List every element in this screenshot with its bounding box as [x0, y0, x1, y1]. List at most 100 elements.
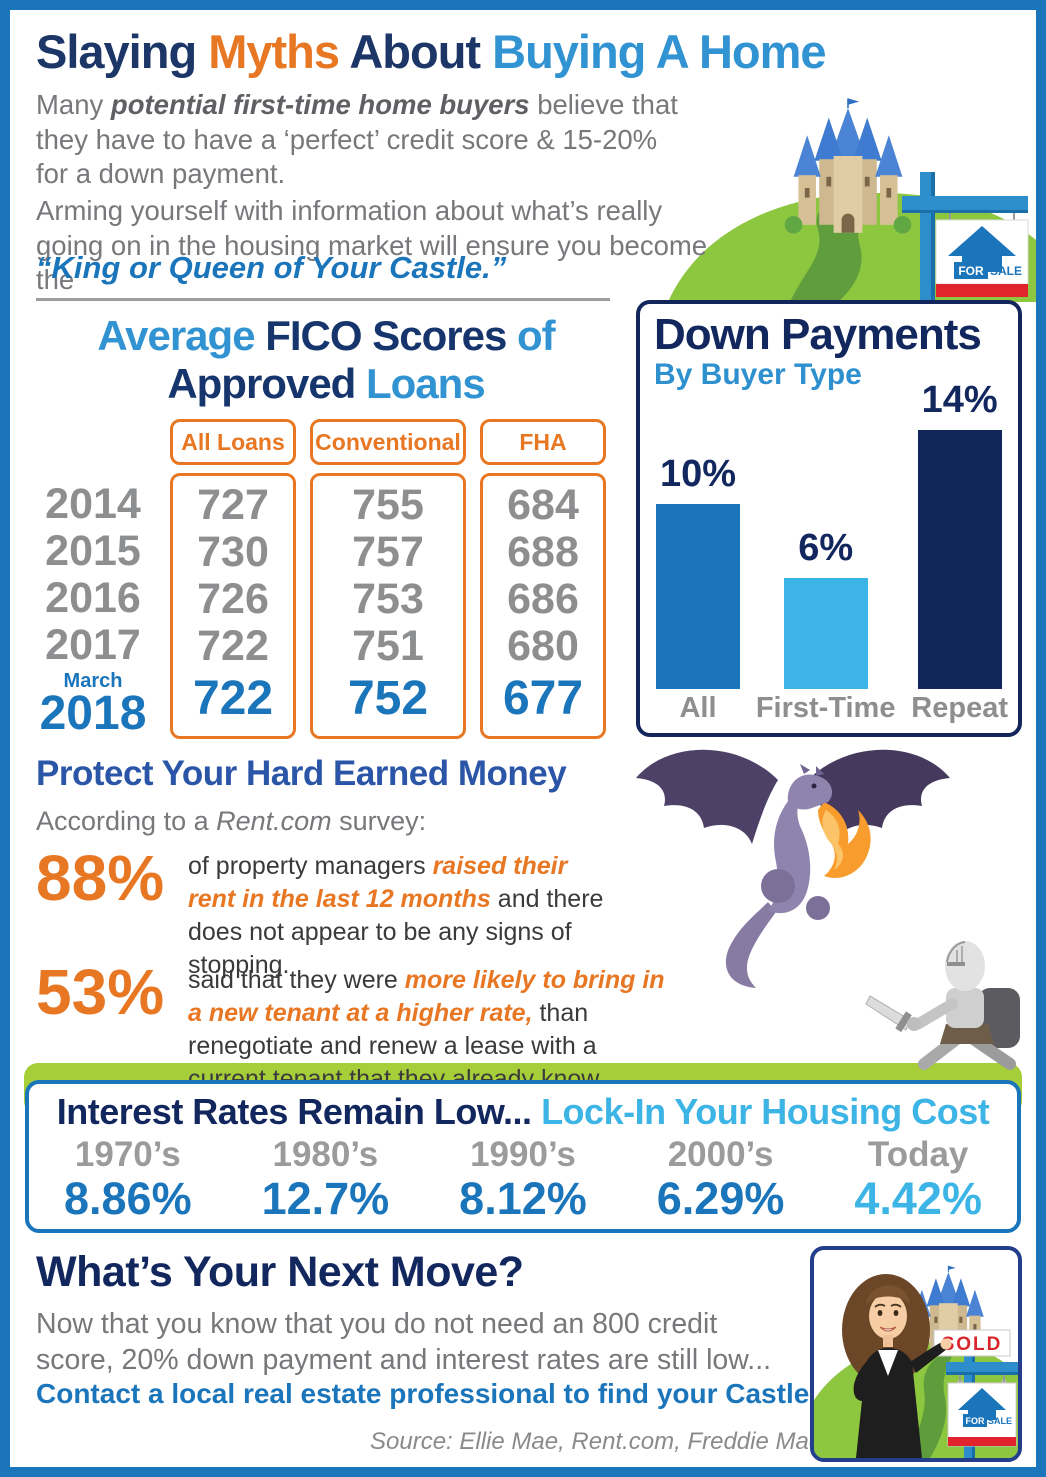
- rate-1970s: 1970’s 8.86%: [64, 1135, 192, 1222]
- castle-hill-illustration: FOR SALE: [668, 97, 1036, 302]
- for-sale-for-text: FOR: [958, 264, 984, 278]
- rate-value: 12.7%: [261, 1173, 390, 1224]
- interest-rates-row: 1970’s 8.86% 1980’s 12.7% 1990’s 8.12% 2…: [29, 1135, 1017, 1222]
- fico-value-2018: 677: [502, 671, 584, 725]
- title-part-myths: Myths: [208, 25, 350, 78]
- stat-53-text: said that they were more likely to bring…: [188, 960, 676, 1096]
- rate-2000s: 2000’s 6.29%: [657, 1135, 785, 1222]
- fico-title-scores: FICO Scores: [265, 312, 517, 359]
- rate-label: Today: [867, 1135, 969, 1174]
- bar-all-value: 10%: [659, 453, 737, 495]
- next-move-body: Now that you know that you do not need a…: [36, 1308, 772, 1377]
- down-payments-subtitle: By Buyer Type: [654, 358, 862, 392]
- bar-all: 10% All: [656, 453, 740, 727]
- fico-value: 726: [197, 574, 269, 623]
- survey-suffix: survey:: [331, 806, 427, 836]
- fico-values-conventional: 755 757 753 751 752: [310, 472, 466, 739]
- fico-title: Average FICO Scores of Approved Loans: [30, 312, 622, 409]
- fico-value: 680: [507, 621, 579, 670]
- bar-first-time: 6% First-Time: [756, 527, 896, 727]
- fico-header-conventional: Conventional: [310, 418, 466, 465]
- realtor-agent-icon: [842, 1274, 952, 1458]
- knight-icon: [865, 941, 1020, 1070]
- stat-88-percent: 88% of property managers raised their re…: [36, 846, 656, 982]
- survey-attribution: According to a Rent.com survey:: [36, 806, 426, 837]
- next-move-heading: What’s Your Next Move?: [36, 1248, 524, 1296]
- interest-rates-title: Interest Rates Remain Low... Lock-In You…: [29, 1091, 1017, 1133]
- down-payments-chart: Down Payments By Buyer Type 10% All 6% F…: [636, 300, 1022, 737]
- stat-53-value: 53%: [36, 956, 165, 1028]
- bar-repeat-label: Repeat: [911, 692, 1008, 724]
- rate-today: Today 4.42%: [854, 1135, 982, 1222]
- fico-column-conventional: Conventional 755 757 753 751 752: [310, 418, 466, 739]
- fico-value-2018: 722: [192, 671, 274, 725]
- rates-title-light: Lock-In Your Housing Cost: [541, 1091, 990, 1132]
- stat-53-prefix: said that they were: [188, 966, 405, 994]
- fico-year: 2017: [45, 620, 141, 669]
- rate-1990s: 1990’s 8.12%: [459, 1135, 587, 1222]
- fico-value: 755: [352, 480, 424, 529]
- title-part-slaying: Slaying: [36, 25, 209, 78]
- castle-quote: “King or Queen of Your Castle.”: [36, 250, 507, 285]
- source-attribution: Source: Ellie Mae, Rent.com, Freddie Mac: [370, 1428, 821, 1455]
- rate-label: 2000’s: [667, 1135, 774, 1174]
- fico-value: 730: [197, 527, 269, 576]
- title-part-about: About: [349, 25, 493, 78]
- interest-rates-panel: Interest Rates Remain Low... Lock-In You…: [25, 1080, 1021, 1233]
- intro1-emphasis: potential first-time home buyers: [110, 89, 530, 120]
- rate-value: 6.29%: [656, 1173, 785, 1224]
- intro1-prefix: Many: [36, 89, 111, 120]
- rates-title-dark: Interest Rates Remain Low...: [56, 1091, 542, 1132]
- fico-value: 686: [507, 574, 579, 623]
- stat-53-highlight: more likely to bring in a new tenant at …: [188, 966, 665, 1027]
- fico-year: 2014: [45, 479, 141, 528]
- stat-88-prefix: of property managers: [188, 852, 433, 880]
- fico-2018-label: 2018: [39, 686, 147, 740]
- fico-value: 751: [352, 621, 424, 670]
- rate-value-today: 4.42%: [854, 1173, 982, 1224]
- page-title: Slaying Myths About Buying A Home: [36, 24, 827, 79]
- fico-value-2018: 752: [347, 671, 429, 725]
- fico-value: 688: [507, 527, 579, 576]
- fico-values-fha: 684 688 686 680 677: [480, 472, 606, 739]
- rate-label: 1990’s: [470, 1135, 576, 1174]
- title-part-buying: Buying A Home: [492, 25, 826, 78]
- dragon-icon: [636, 749, 950, 988]
- for-sale-for-text: FOR: [966, 1416, 985, 1426]
- survey-prefix: According to a: [36, 806, 217, 836]
- fico-column-fha: FHA 684 688 686 680 677: [480, 418, 606, 739]
- fico-title-loans: Loans: [366, 360, 486, 408]
- sold-text: SOLD: [942, 1334, 1003, 1355]
- fico-title-approved: Approved: [167, 360, 366, 408]
- for-sale-sale-text: SALE: [988, 1416, 1012, 1426]
- realtor-illustration-box: SOLD FOR SALE: [810, 1246, 1022, 1462]
- stat-88-value: 88%: [36, 842, 165, 914]
- intro-paragraph-1: Many potential first-time home buyers be…: [36, 88, 696, 192]
- fico-value: 757: [352, 527, 424, 576]
- for-sale-sale-text: SALE: [990, 264, 1022, 278]
- fico-title-average: Average: [97, 312, 266, 359]
- bar-repeat-value: 14%: [921, 379, 998, 421]
- fico-march-label: March: [63, 669, 123, 692]
- realtor-illustration: SOLD FOR SALE: [814, 1265, 1018, 1458]
- section-divider: [36, 298, 610, 301]
- stat-88-text: of property managers raised their rent i…: [188, 846, 618, 982]
- stat-88-suffix: and there does not appear to be any sign…: [188, 885, 604, 979]
- bar-first-time-value: 6%: [798, 527, 854, 569]
- protect-heading: Protect Your Hard Earned Money: [36, 754, 567, 793]
- bar-all-fill: [656, 504, 740, 689]
- fico-title-of: of: [516, 312, 556, 359]
- fico-table: 2014 2015 2016 2017 March 2018 All Loans…: [30, 418, 622, 740]
- bar-first-time-fill: [783, 578, 868, 689]
- fico-value: 727: [197, 480, 269, 529]
- fico-header-all-loans: All Loans: [170, 418, 296, 465]
- fico-year: 2015: [45, 526, 141, 575]
- fico-year: 2016: [45, 573, 141, 622]
- rate-value: 8.12%: [459, 1173, 587, 1224]
- fico-value: 753: [352, 574, 424, 623]
- rate-value: 8.86%: [63, 1173, 192, 1224]
- sold-sign-icon: SOLD FOR SALE: [933, 1329, 1018, 1458]
- fico-year-march-2018: March 2018: [30, 669, 156, 740]
- bar-first-time-label: First-Time: [755, 692, 896, 724]
